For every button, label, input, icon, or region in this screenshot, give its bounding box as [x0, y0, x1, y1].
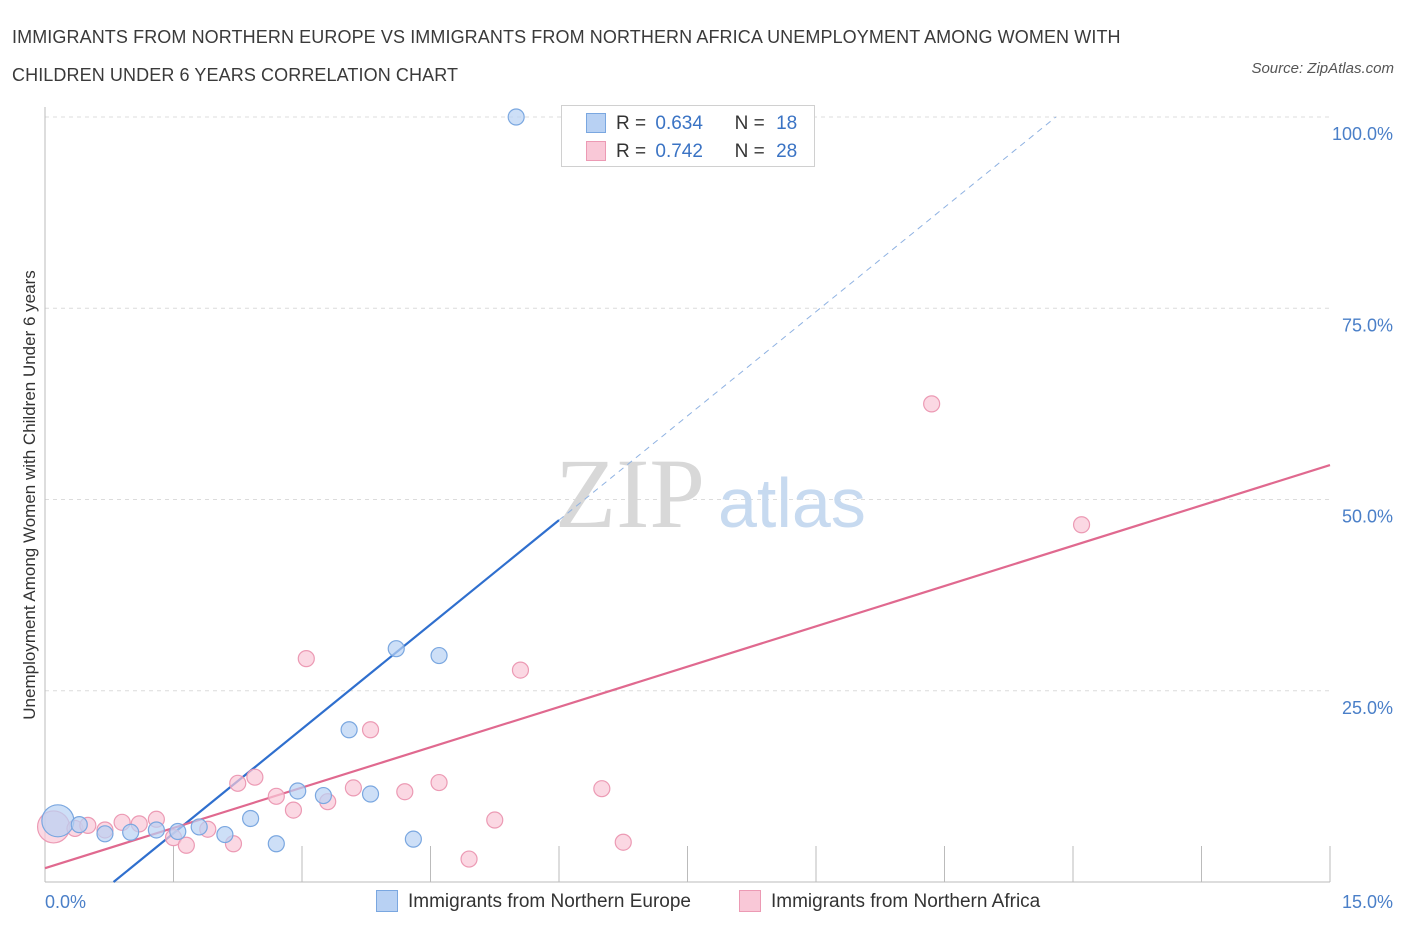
data-point-northern-africa	[246, 768, 264, 786]
trendlines	[44, 116, 1331, 883]
data-point-northern-europe	[122, 823, 140, 841]
data-point-northern-africa	[614, 833, 632, 851]
correlation-legend: R = 0.634 N = 18 R = 0.742 N = 28	[561, 105, 815, 167]
trendline-northern-africa	[44, 464, 1331, 870]
legend-r-label: R =	[616, 113, 647, 134]
series-northern-europe-points	[41, 108, 525, 853]
data-point-northern-africa	[177, 836, 195, 854]
legend-r-label: R =	[616, 141, 647, 162]
data-point-northern-africa	[284, 801, 303, 819]
y-tick-labels: 25.0% 50.0% 75.0% 100.0%	[1332, 124, 1393, 718]
legend-n-label: N =	[734, 141, 765, 162]
data-point-northern-africa	[267, 787, 285, 805]
data-point-northern-europe	[169, 822, 187, 841]
bottom-legend-swatch-northern-europe	[376, 890, 398, 912]
bottom-legend-northern-africa: Immigrants from Northern Africa	[739, 888, 1040, 916]
data-point-northern-europe	[314, 786, 333, 805]
bottom-legend-label-northern-europe: Immigrants from Northern Europe	[408, 891, 691, 912]
y-tick-label: 100.0%	[1332, 124, 1393, 144]
data-point-northern-europe	[507, 108, 525, 126]
data-point-northern-europe	[267, 835, 285, 853]
legend-n-value-northern-europe: 18	[776, 113, 798, 134]
data-point-northern-europe	[147, 821, 165, 839]
legend-n-label: N =	[734, 113, 765, 134]
data-point-northern-europe	[361, 785, 380, 803]
watermark-atlas: atlas	[718, 464, 866, 542]
bottom-legend-label-northern-africa: Immigrants from Northern Africa	[771, 891, 1041, 912]
data-point-northern-europe	[41, 804, 75, 838]
trendline-extension-northern-europe	[558, 116, 1057, 521]
y-axis-label: Unemployment Among Women with Children U…	[20, 270, 39, 719]
y-tick-label: 50.0%	[1342, 507, 1393, 527]
legend-row-northern-europe: R = 0.634 N = 18	[586, 111, 797, 137]
data-point-northern-europe	[242, 809, 260, 828]
trendline-northern-europe	[112, 519, 560, 883]
data-point-northern-africa	[460, 850, 478, 868]
data-point-northern-europe	[404, 830, 422, 848]
x-tick-label: 15.0%	[1342, 892, 1393, 912]
grid-lines	[45, 116, 1330, 692]
data-point-northern-africa	[511, 661, 530, 679]
data-point-northern-africa	[1072, 516, 1091, 534]
watermark-zip: ZIP	[555, 438, 705, 549]
watermark: ZIP atlas	[555, 438, 866, 549]
bottom-legend-northern-europe: Immigrants from Northern Europe	[376, 888, 691, 916]
bottom-legend-swatch-northern-africa	[739, 890, 761, 912]
data-point-northern-africa	[361, 721, 380, 739]
chart-source: Source: ZipAtlas.com	[1251, 60, 1394, 77]
data-point-northern-africa	[923, 395, 941, 413]
data-point-northern-europe	[340, 721, 358, 739]
legend-n-value-northern-africa: 28	[776, 141, 798, 162]
data-point-northern-africa	[297, 650, 315, 668]
y-tick-label: 25.0%	[1342, 698, 1393, 718]
data-point-northern-europe	[70, 816, 88, 834]
legend-row-northern-africa: R = 0.742 N = 28	[586, 139, 797, 165]
data-point-northern-europe	[216, 825, 234, 844]
data-point-northern-europe	[387, 640, 405, 658]
data-point-northern-africa	[229, 774, 247, 792]
data-point-northern-europe	[430, 646, 448, 665]
x-tick-label: 0.0%	[45, 892, 86, 912]
data-point-northern-europe	[96, 825, 114, 843]
data-point-northern-africa	[344, 779, 362, 797]
chart-title: IMMIGRANTS FROM NORTHERN EUROPE VS IMMIG…	[12, 27, 1121, 85]
axes	[44, 107, 1331, 883]
legend-r-value-northern-africa: 0.742	[655, 141, 703, 162]
data-point-northern-africa	[396, 783, 414, 801]
data-point-northern-africa	[593, 780, 611, 798]
legend-swatch-northern-africa	[586, 141, 606, 161]
y-tick-label: 75.0%	[1342, 315, 1393, 335]
data-point-northern-africa	[486, 811, 504, 829]
legend-r-value-northern-europe: 0.634	[655, 113, 703, 134]
data-point-northern-africa	[430, 773, 448, 792]
legend-swatch-northern-europe	[586, 113, 606, 133]
data-point-northern-europe	[190, 818, 208, 836]
x-tick-labels: 0.0% 15.0%	[45, 892, 1393, 912]
data-point-northern-europe	[289, 782, 307, 800]
